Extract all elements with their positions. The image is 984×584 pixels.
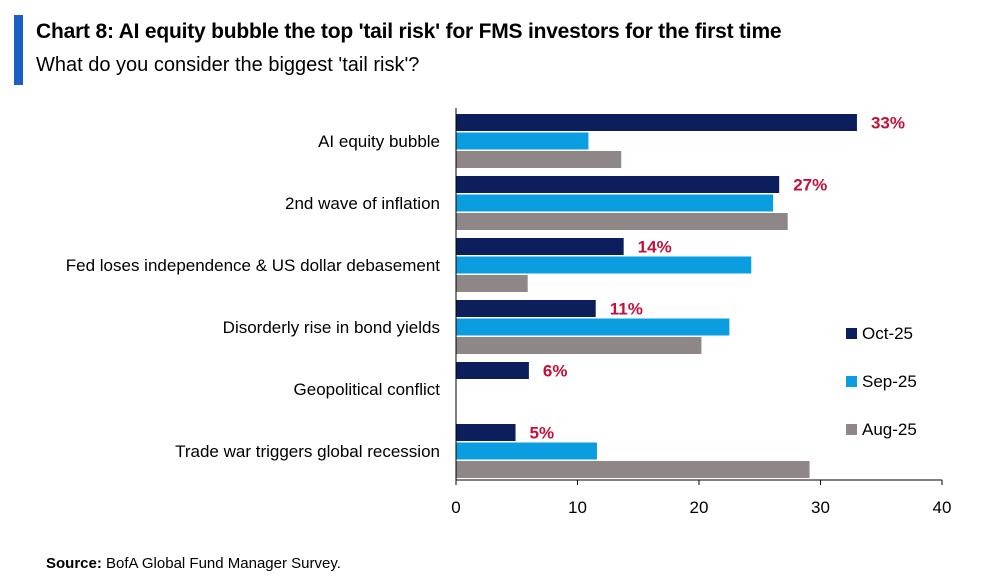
chart-subtitle: What do you consider the biggest 'tail r… xyxy=(36,54,420,76)
category-label: Trade war triggers global recession xyxy=(175,442,440,461)
bar-aug-25-5 xyxy=(456,461,810,478)
bar-aug-25-3 xyxy=(456,337,702,354)
category-label: Geopolitical conflict xyxy=(294,380,441,399)
title-accent-bar xyxy=(14,15,23,85)
bar-sep-25-1 xyxy=(456,194,774,212)
category-label: 2nd wave of inflation xyxy=(285,194,440,213)
legend-swatch-aug-25 xyxy=(846,424,857,435)
bar-sep-25-2 xyxy=(456,256,752,274)
bar-aug-25-1 xyxy=(456,213,788,230)
bar-sep-25-3 xyxy=(456,318,730,336)
x-tick-label: 20 xyxy=(690,498,709,517)
bar-oct-25-2 xyxy=(456,238,624,255)
x-tick-label: 30 xyxy=(811,498,830,517)
source-text: BofA Global Fund Manager Survey. xyxy=(101,555,341,572)
bar-oct-25-0 xyxy=(456,114,857,131)
bar-aug-25-2 xyxy=(456,275,528,292)
bar-sep-25-0 xyxy=(456,132,589,150)
x-tick-label: 40 xyxy=(933,498,952,517)
data-label: 27% xyxy=(793,176,827,195)
legend-label-aug-25: Aug-25 xyxy=(862,420,917,439)
bar-aug-25-0 xyxy=(456,151,622,168)
bar-sep-25-5 xyxy=(456,442,597,460)
data-label: 5% xyxy=(530,424,555,443)
category-label: Fed loses independence & US dollar debas… xyxy=(66,256,441,275)
data-label: 11% xyxy=(610,300,643,319)
legend-swatch-sep-25 xyxy=(846,376,857,387)
bar-oct-25-3 xyxy=(456,300,596,317)
data-label: 14% xyxy=(638,238,672,257)
legend-swatch-oct-25 xyxy=(846,328,857,339)
x-tick-label: 0 xyxy=(451,498,460,517)
data-label: 33% xyxy=(871,114,905,133)
legend-label-oct-25: Oct-25 xyxy=(862,324,913,343)
bar-oct-25-4 xyxy=(456,362,529,379)
legend-label-sep-25: Sep-25 xyxy=(862,372,917,391)
category-label: Disorderly rise in bond yields xyxy=(223,318,440,337)
data-label: 6% xyxy=(543,362,568,381)
bar-oct-25-1 xyxy=(456,176,780,193)
bar-chart: AI equity bubble 33% 2nd wave of inflation… xyxy=(66,108,952,517)
category-label: AI equity bubble xyxy=(318,132,440,151)
chart-title: Chart 8: AI equity bubble the top 'tail … xyxy=(36,20,782,43)
source-prefix: Source: xyxy=(46,555,102,572)
source-note: Source: BofA Global Fund Manager Survey. xyxy=(46,555,341,572)
x-tick-label: 10 xyxy=(568,498,587,517)
bar-oct-25-5 xyxy=(456,424,516,441)
